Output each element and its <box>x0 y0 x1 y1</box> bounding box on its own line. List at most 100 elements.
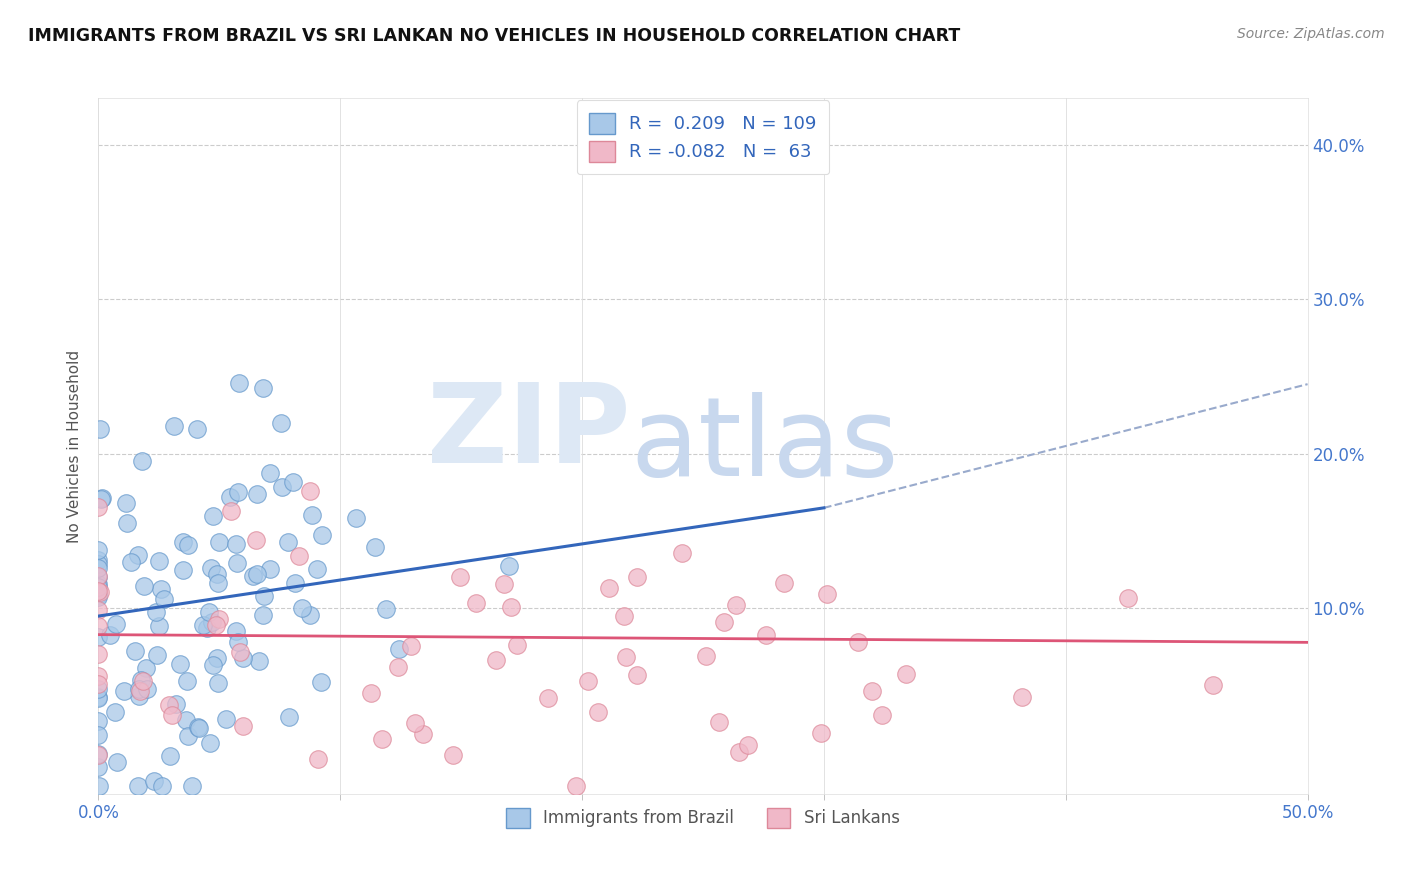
Point <box>872 707 894 722</box>
Point <box>309 675 332 690</box>
Point <box>225 537 247 551</box>
Point <box>87 569 110 583</box>
Point <box>186 422 208 436</box>
Point <box>259 561 281 575</box>
Point <box>374 602 396 616</box>
Point <box>412 726 434 740</box>
Point <box>242 568 264 582</box>
Point <box>253 589 276 603</box>
Point <box>124 644 146 658</box>
Point <box>713 615 735 629</box>
Point <box>120 555 142 569</box>
Point <box>153 591 176 606</box>
Point <box>128 682 150 697</box>
Point <box>172 563 194 577</box>
Point <box>695 649 717 664</box>
Point <box>87 690 110 704</box>
Point <box>89 422 111 436</box>
Point <box>245 533 267 547</box>
Point <box>215 712 238 726</box>
Point <box>226 484 249 499</box>
Point <box>370 731 392 746</box>
Point <box>205 618 228 632</box>
Point <box>228 376 250 391</box>
Point <box>159 748 181 763</box>
Point <box>148 619 170 633</box>
Point <box>298 484 321 499</box>
Point <box>87 583 110 598</box>
Point <box>112 684 135 698</box>
Point <box>499 599 522 614</box>
Point <box>90 491 112 505</box>
Point <box>104 705 127 719</box>
Point <box>87 570 110 584</box>
Point <box>305 561 328 575</box>
Point <box>671 546 693 560</box>
Point <box>231 719 253 733</box>
Point <box>143 773 166 788</box>
Point <box>87 669 110 683</box>
Point <box>586 705 609 719</box>
Text: atlas: atlas <box>630 392 898 500</box>
Point <box>252 381 274 395</box>
Point <box>87 603 110 617</box>
Point <box>707 714 730 729</box>
Point <box>364 540 387 554</box>
Point <box>193 617 215 632</box>
Point <box>87 553 110 567</box>
Point <box>87 630 110 644</box>
Point <box>311 528 333 542</box>
Point <box>506 638 529 652</box>
Point <box>202 658 225 673</box>
Text: ZIP: ZIP <box>427 378 630 485</box>
Point <box>860 684 883 698</box>
Point <box>344 510 367 524</box>
Point <box>485 653 508 667</box>
Point <box>87 557 110 571</box>
Point <box>87 542 110 557</box>
Text: IMMIGRANTS FROM BRAZIL VS SRI LANKAN NO VEHICLES IN HOUSEHOLD CORRELATION CHART: IMMIGRANTS FROM BRAZIL VS SRI LANKAN NO … <box>28 27 960 45</box>
Point <box>284 575 307 590</box>
Point <box>205 566 228 581</box>
Point <box>87 561 110 575</box>
Point <box>246 566 269 581</box>
Point <box>87 619 110 633</box>
Point <box>128 689 150 703</box>
Point <box>1118 591 1140 605</box>
Point <box>177 729 200 743</box>
Point <box>301 508 323 523</box>
Point <box>252 608 274 623</box>
Point <box>278 710 301 724</box>
Point <box>271 480 294 494</box>
Point <box>307 752 329 766</box>
Point <box>87 714 110 728</box>
Point <box>149 582 172 596</box>
Point <box>162 708 184 723</box>
Point <box>135 661 157 675</box>
Point <box>288 549 311 563</box>
Point <box>200 561 222 575</box>
Point <box>576 673 599 688</box>
Legend: Immigrants from Brazil, Sri Lankans: Immigrants from Brazil, Sri Lankans <box>499 802 907 834</box>
Point <box>613 608 636 623</box>
Point <box>127 779 149 793</box>
Point <box>181 779 204 793</box>
Point <box>98 628 121 642</box>
Point <box>174 713 197 727</box>
Point <box>129 673 152 687</box>
Text: Source: ZipAtlas.com: Source: ZipAtlas.com <box>1237 27 1385 41</box>
Point <box>87 647 110 661</box>
Point <box>87 500 110 515</box>
Point <box>202 509 225 524</box>
Point <box>165 697 187 711</box>
Point <box>132 673 155 688</box>
Point <box>87 779 110 793</box>
Point <box>169 657 191 672</box>
Point <box>198 736 221 750</box>
Point <box>727 745 749 759</box>
Point <box>219 490 242 504</box>
Point <box>270 416 292 430</box>
Point <box>388 641 411 656</box>
Point <box>896 666 918 681</box>
Point <box>208 612 231 626</box>
